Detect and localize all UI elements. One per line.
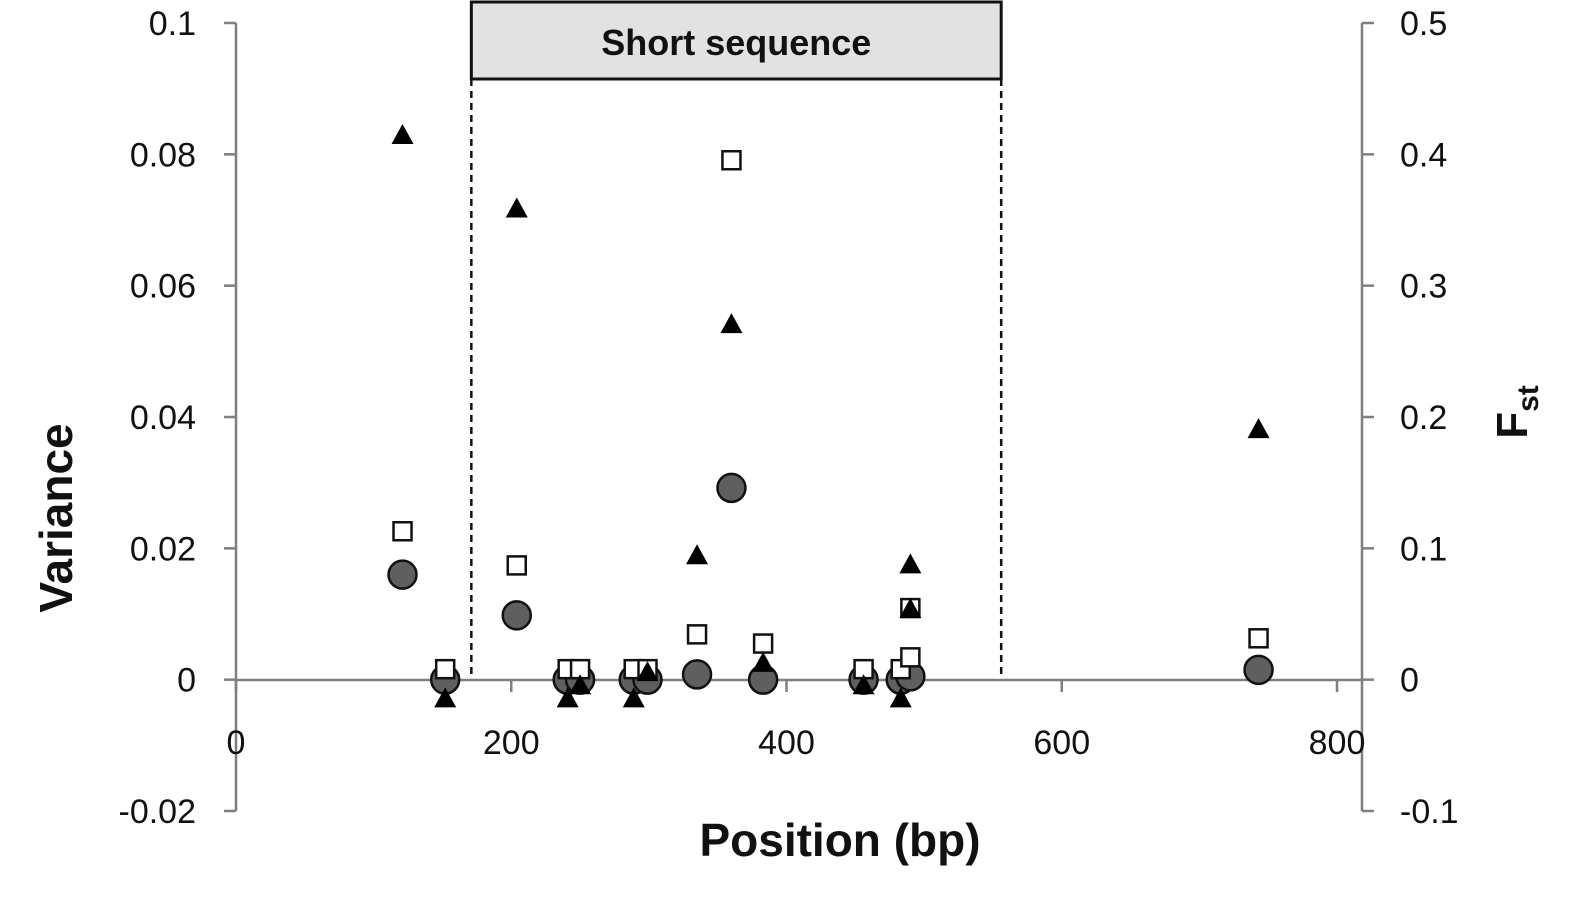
left-y-tick-label: 0	[177, 662, 196, 700]
x-tick-label: 200	[483, 724, 540, 762]
triangle-point	[636, 661, 659, 682]
left-y-axis-title: Variance	[30, 423, 82, 612]
left-y-tick-label: 0.1	[149, 5, 196, 43]
left-y-tick-label: 0.04	[130, 399, 196, 437]
square-point	[1248, 628, 1269, 649]
triangle-point	[434, 687, 457, 708]
left-y-tick-label: 0.08	[130, 136, 196, 174]
circle-point	[501, 600, 533, 631]
triangle-point	[686, 544, 709, 565]
right-y-axis-title: Fst	[1488, 385, 1545, 439]
x-tick-label: 400	[758, 724, 815, 762]
right-y-tick-label: -0.1	[1400, 793, 1459, 831]
x-tick-label: 800	[1309, 724, 1366, 762]
triangle-point	[899, 553, 922, 574]
circle-point	[716, 472, 747, 504]
x-axis-title: Position (bp)	[699, 814, 980, 866]
circle-point	[387, 559, 418, 590]
data-points	[387, 123, 1274, 708]
square-point	[900, 647, 921, 668]
right-y-tick-label: 0.1	[1400, 530, 1447, 568]
square-point	[686, 624, 708, 645]
short-sequence-region: Short sequence	[469, 0, 1003, 680]
triangle-point	[852, 674, 875, 695]
triangle-point	[899, 598, 922, 619]
right-y-tick-label: 0.3	[1400, 268, 1447, 306]
right-y-tick-label: 0.2	[1400, 399, 1447, 437]
square-point	[752, 633, 774, 654]
right-y-tick-label: 0.4	[1400, 136, 1447, 174]
right-y-tick-label: 0.5	[1400, 5, 1447, 43]
left-y-tick-label: 0.06	[130, 268, 196, 306]
triangle-point	[752, 651, 775, 672]
triangle-point	[556, 687, 579, 708]
right-y-tick-label: 0	[1400, 662, 1419, 700]
triangle-point	[391, 123, 414, 144]
square-point	[392, 521, 413, 542]
right-y-axis-title-sub: st	[1512, 385, 1545, 412]
region-label: Short sequence	[601, 22, 871, 63]
circle-point	[681, 659, 713, 690]
x-tick-label: 600	[1033, 724, 1090, 762]
square-point	[506, 555, 528, 576]
triangle-point	[569, 674, 592, 695]
region-label-box	[469, 0, 1003, 81]
triangle-point	[889, 687, 912, 708]
circle-point	[1243, 654, 1274, 686]
left-y-tick-label: -0.02	[119, 793, 197, 831]
triangle-point	[720, 313, 743, 334]
square-point	[721, 149, 742, 171]
triangle-point	[505, 197, 528, 218]
triangle-point	[622, 687, 645, 708]
right-y-axis-title-main: F	[1488, 412, 1537, 439]
x-tick-label: 0	[227, 724, 246, 762]
left-y-tick-label: 0.02	[130, 530, 196, 568]
triangle-point	[1247, 418, 1270, 439]
axes	[224, 21, 1374, 813]
square-point	[434, 658, 456, 680]
tick-labels: -0.02 0 0.02 0.04 0.06 0.08 0.1 -0.1 0 0.1 0.2 0.3 0…	[119, 5, 1459, 831]
